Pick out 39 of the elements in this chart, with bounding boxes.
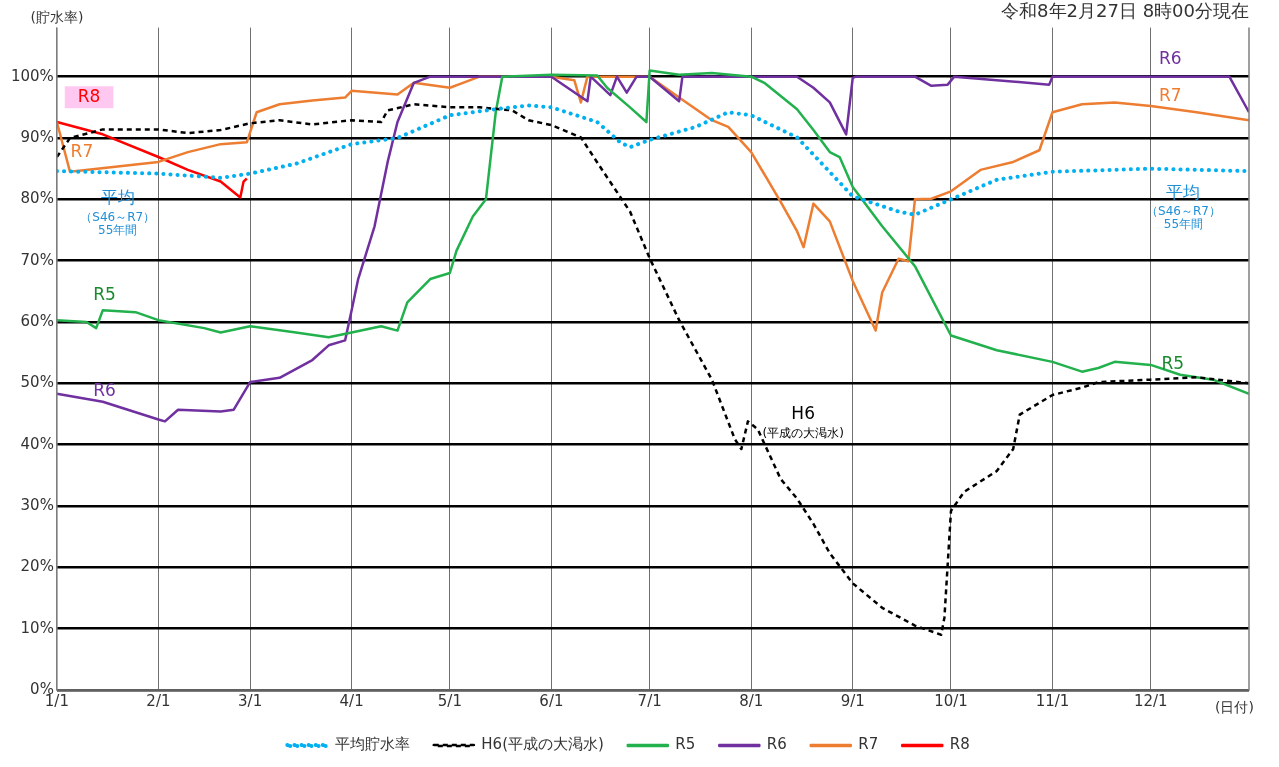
x-tick-label: 12/1 — [1133, 691, 1168, 710]
y-tick-label: 20% — [20, 557, 54, 576]
legend-label: R5 — [675, 735, 696, 754]
annotation: R7 — [70, 140, 94, 161]
x-tick-label: 6/1 — [539, 691, 564, 710]
x-tick-label: 9/1 — [840, 691, 865, 710]
legend-label: R7 — [858, 735, 879, 754]
x-axis-title: (日付) — [1215, 698, 1254, 715]
y-tick-label: 90% — [20, 127, 54, 146]
y-tick-label: 60% — [20, 311, 54, 330]
y-tick-label: 70% — [20, 250, 54, 269]
legend-label: R8 — [949, 735, 970, 754]
annotation: R6 — [1159, 48, 1182, 69]
x-tick-label: 8/1 — [739, 691, 764, 710]
x-tick-label: 4/1 — [339, 691, 364, 710]
legend-label: 平均貯水率 — [334, 735, 410, 754]
annotation: R6 — [93, 380, 116, 401]
x-tick-label: 3/1 — [238, 691, 263, 710]
y-tick-label: 100% — [10, 66, 54, 85]
y-tick-label: 30% — [20, 495, 54, 514]
chart-title: 令和8年2月27日 8時00分現在 — [1001, 0, 1249, 22]
legend-label: H6(平成の大渇水) — [481, 735, 604, 754]
x-tick-label: 11/1 — [1035, 691, 1070, 710]
y-axis-title: (貯水率) — [30, 9, 84, 26]
x-tick-label: 5/1 — [437, 691, 462, 710]
legend-label: R6 — [766, 735, 787, 754]
x-tick-label: 2/1 — [146, 691, 171, 710]
y-tick-label: 10% — [20, 618, 54, 637]
annotation: 平均（S46～R7）55年間 — [1146, 181, 1221, 232]
x-tick-label: 10/1 — [934, 691, 968, 710]
y-tick-label: 80% — [20, 189, 54, 208]
annotation: R5 — [1161, 353, 1185, 374]
annotation: H6(平成の大渇水) — [762, 402, 844, 440]
annotation: R8 — [77, 85, 101, 106]
x-tick-label: 7/1 — [637, 691, 662, 710]
annotation: R5 — [93, 284, 116, 305]
annotation: R7 — [1159, 84, 1182, 105]
y-tick-label: 50% — [20, 373, 54, 392]
y-tick-label: 40% — [20, 434, 54, 453]
